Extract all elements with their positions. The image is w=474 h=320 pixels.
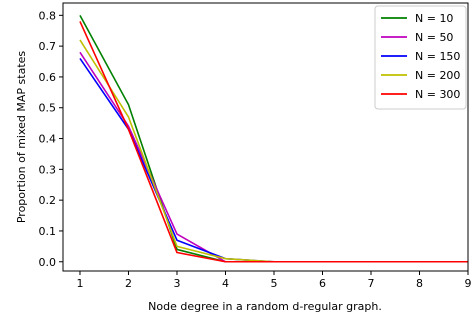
y-tick-label-1: 0.1 [39,225,57,238]
x-tick-label-6: 7 [367,277,374,290]
legend-label-0: N = 10 [415,12,453,25]
x-axis-label: Node degree in a random d-regular graph. [148,300,382,313]
legend-label-3: N = 200 [415,69,460,82]
legend: N = 10 N = 50 N = 150 N = 200 N = 300 [374,5,467,110]
x-tick-label-1: 2 [125,277,132,290]
legend-label-4: N = 300 [415,88,460,101]
x-tick-label-5: 6 [319,277,326,290]
x-tick-label-3: 4 [222,277,229,290]
y-axis: 0.0 0.1 0.2 0.3 0.4 0.5 0.6 0.7 0.8 [39,9,63,269]
series-layer [79,14,468,263]
x-tick-label-0: 1 [76,277,83,290]
x-tick-label-4: 5 [270,277,277,290]
y-tick-label-5: 0.5 [39,102,57,115]
series-line-4 [79,21,468,263]
y-tick-label-6: 0.6 [39,71,57,84]
y-tick-label-4: 0.4 [39,133,57,146]
y-tick-label-2: 0.2 [39,194,57,207]
y-tick-label-8: 0.8 [39,9,57,22]
legend-box [374,5,467,110]
y-tick-label-3: 0.3 [39,163,57,176]
plot-frame [62,2,469,272]
y-tick-label-0: 0.0 [39,256,57,269]
y-tick-label-7: 0.7 [39,40,57,53]
y-axis-label: Proportion of mixed MAP states [15,51,28,224]
legend-label-2: N = 150 [415,50,460,63]
x-axis: 1 2 3 4 5 6 7 8 9 [76,271,472,290]
legend-label-1: N = 50 [415,31,453,44]
x-tick-label-2: 3 [173,277,180,290]
x-tick-label-8: 9 [465,277,472,290]
x-tick-label-7: 8 [416,277,423,290]
